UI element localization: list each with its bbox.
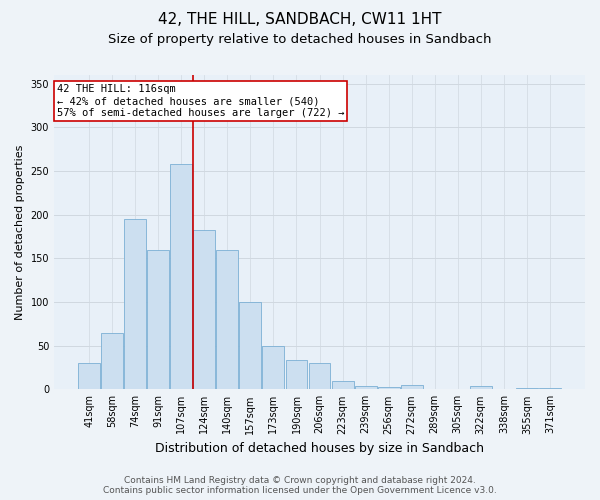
Bar — [516, 388, 538, 390]
Text: Contains HM Land Registry data © Crown copyright and database right 2024.
Contai: Contains HM Land Registry data © Crown c… — [103, 476, 497, 495]
Text: Size of property relative to detached houses in Sandbach: Size of property relative to detached ho… — [108, 32, 492, 46]
Bar — [147, 250, 169, 390]
Bar — [286, 360, 307, 390]
Bar — [217, 250, 238, 390]
Bar — [308, 363, 331, 390]
Bar — [355, 386, 377, 390]
Text: 42, THE HILL, SANDBACH, CW11 1HT: 42, THE HILL, SANDBACH, CW11 1HT — [158, 12, 442, 28]
Bar — [193, 230, 215, 390]
Bar — [470, 386, 492, 390]
X-axis label: Distribution of detached houses by size in Sandbach: Distribution of detached houses by size … — [155, 442, 484, 455]
Bar — [401, 385, 422, 390]
Bar — [539, 388, 561, 390]
Bar — [377, 386, 400, 390]
Text: 42 THE HILL: 116sqm
← 42% of detached houses are smaller (540)
57% of semi-detac: 42 THE HILL: 116sqm ← 42% of detached ho… — [56, 84, 344, 117]
Bar — [124, 219, 146, 390]
Bar — [262, 346, 284, 390]
Bar — [101, 332, 123, 390]
Bar — [170, 164, 192, 390]
Bar — [332, 380, 353, 390]
Bar — [78, 363, 100, 390]
Bar — [239, 302, 262, 390]
Y-axis label: Number of detached properties: Number of detached properties — [15, 144, 25, 320]
